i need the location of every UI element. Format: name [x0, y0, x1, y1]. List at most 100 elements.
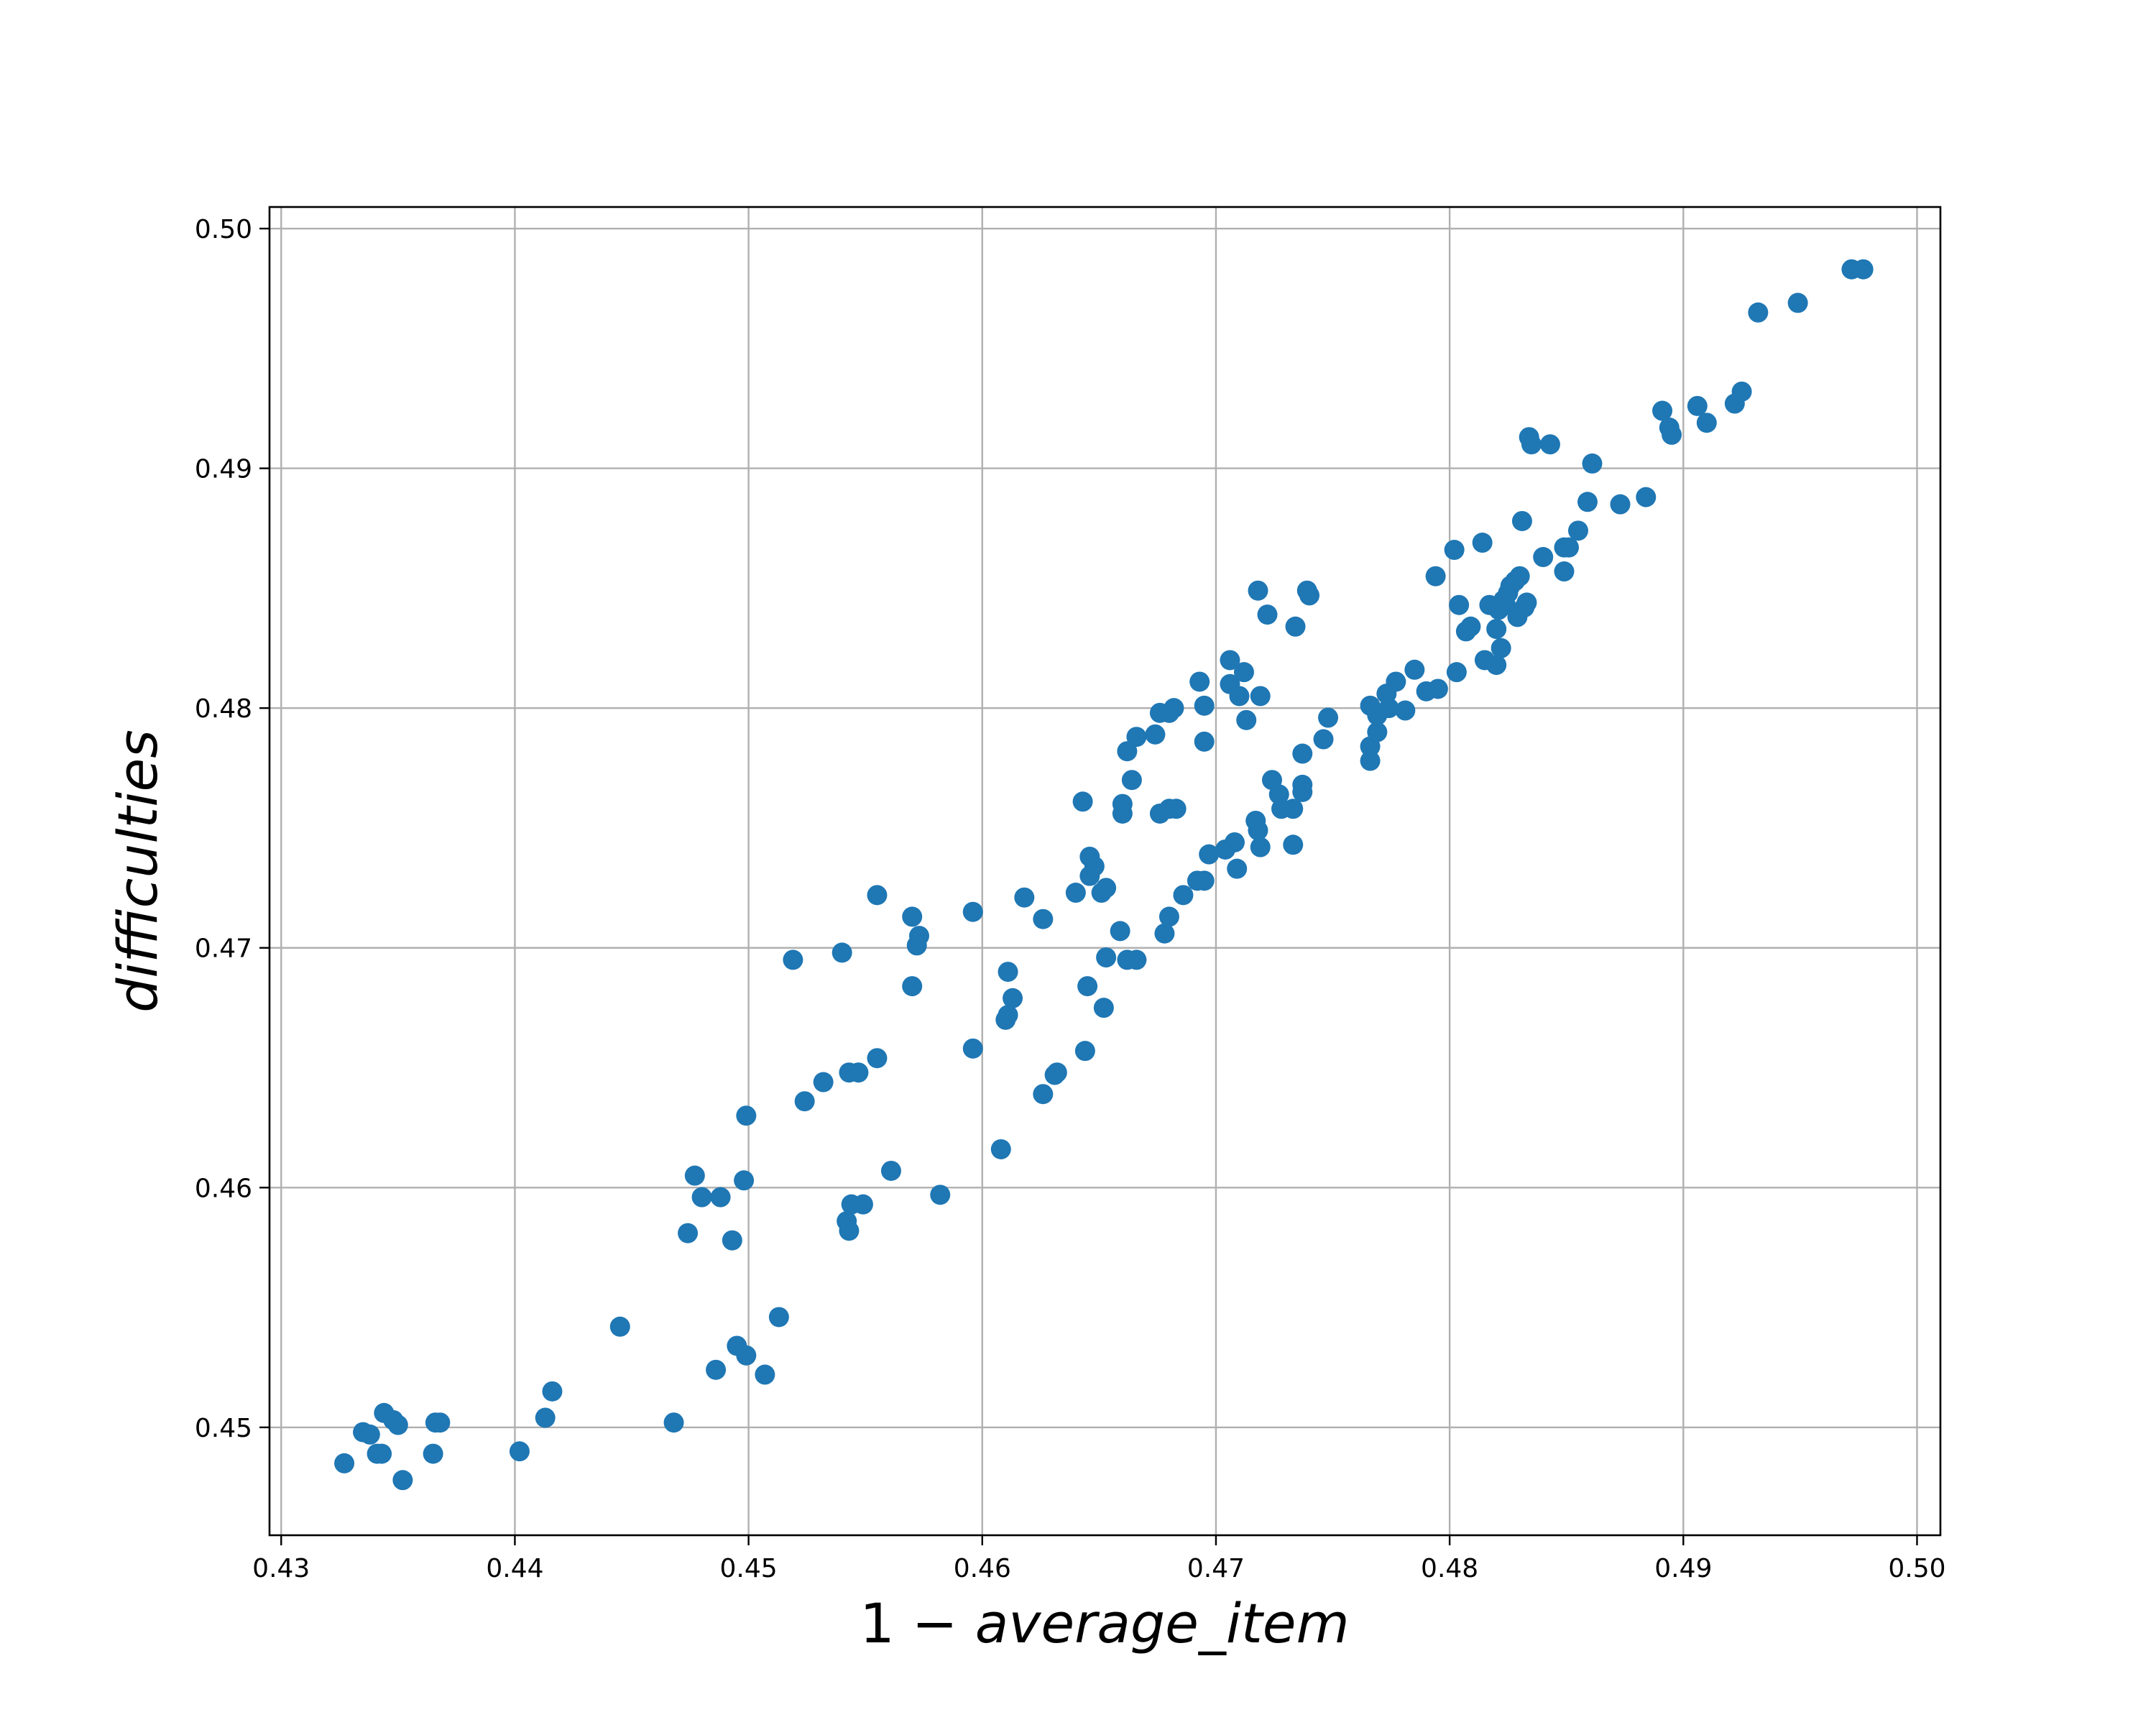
data-point [1636, 487, 1657, 507]
data-point [1509, 566, 1530, 586]
data-point [880, 1160, 901, 1181]
x-tick-label: 0.49 [1654, 1554, 1712, 1583]
data-point [1292, 743, 1313, 764]
data-point [1199, 844, 1220, 865]
data-point [1145, 724, 1166, 745]
data-point [783, 949, 803, 970]
data-point [1224, 832, 1245, 852]
data-point [663, 1412, 684, 1433]
data-point [1126, 727, 1147, 748]
data-point [930, 1184, 951, 1205]
data-point [962, 901, 983, 922]
data-point [1220, 650, 1240, 671]
data-point [423, 1443, 443, 1464]
data-point [813, 1072, 834, 1092]
data-point [1299, 585, 1320, 606]
data-point [334, 1453, 355, 1473]
data-point [839, 1220, 860, 1241]
data-point [1077, 976, 1098, 997]
data-point [1367, 722, 1388, 742]
x-tick-label: 0.45 [720, 1554, 778, 1583]
data-point [1521, 434, 1542, 455]
data-point [387, 1414, 408, 1435]
data-point [1472, 533, 1493, 553]
data-point [1404, 659, 1425, 680]
x-axis-label-prefix: 1 [860, 1591, 894, 1655]
grid-lines [270, 207, 1940, 1535]
data-point [1084, 856, 1105, 877]
data-point [1539, 434, 1560, 455]
data-point [1283, 799, 1304, 819]
data-point [1003, 988, 1023, 1008]
y-axis-label: difficulties [106, 730, 170, 1013]
data-point [867, 885, 888, 906]
data-point [1112, 803, 1133, 824]
data-point [1731, 381, 1752, 402]
x-tick-label: 0.46 [954, 1554, 1011, 1583]
data-point [1511, 510, 1532, 531]
data-point [1227, 858, 1248, 879]
data-point [1014, 887, 1035, 908]
data-point [1233, 662, 1254, 683]
x-tick-label: 0.43 [252, 1554, 310, 1583]
data-point [1554, 561, 1575, 582]
data-point [1096, 878, 1117, 898]
data-point [430, 1412, 451, 1433]
data-point [1292, 781, 1313, 802]
data-point [1687, 395, 1708, 416]
data-point [1533, 547, 1554, 568]
data-point [736, 1105, 757, 1126]
data-point [1065, 883, 1086, 903]
data-point [678, 1223, 699, 1243]
data-point [1283, 834, 1304, 855]
data-point [1446, 662, 1467, 683]
x-tick-label: 0.50 [1888, 1554, 1945, 1583]
data-point [998, 1005, 1018, 1026]
y-tick-label: 0.47 [195, 934, 252, 964]
data-point [609, 1316, 630, 1337]
data-point [1250, 686, 1271, 707]
data-point [848, 1062, 869, 1083]
data-point [1582, 453, 1603, 474]
data-point [755, 1364, 775, 1385]
data-point [1248, 820, 1268, 841]
data-point [1558, 537, 1579, 558]
data-point [867, 1048, 888, 1069]
data-point [1610, 494, 1631, 515]
data-point [1072, 791, 1093, 812]
data-point [1189, 671, 1210, 692]
data-point [1395, 700, 1416, 721]
data-point [1516, 592, 1537, 613]
data-point [1117, 741, 1138, 762]
data-point [794, 1091, 815, 1112]
y-tick-label: 0.48 [195, 694, 252, 724]
y-tick-label: 0.46 [195, 1174, 252, 1203]
data-point [1248, 580, 1268, 601]
x-axis-label: 1 − average_item [860, 1591, 1349, 1655]
data-point [962, 1038, 983, 1059]
data-point [1486, 655, 1507, 676]
data-point [1318, 707, 1339, 728]
data-point [722, 1230, 742, 1251]
data-point [1491, 638, 1511, 658]
data-point [1154, 923, 1175, 944]
data-point [710, 1187, 731, 1208]
data-point [908, 926, 929, 947]
data-point [1096, 947, 1117, 968]
data-point [1386, 671, 1406, 692]
data-points [334, 259, 1874, 1491]
data-point [706, 1359, 727, 1380]
x-tick-label: 0.44 [486, 1554, 543, 1583]
data-point [542, 1381, 563, 1402]
data-point [1110, 921, 1130, 942]
data-point [1425, 566, 1446, 586]
y-tick-label: 0.50 [195, 215, 252, 244]
data-point [691, 1187, 712, 1208]
y-tick-label: 0.45 [195, 1414, 252, 1443]
data-point [1567, 520, 1588, 541]
data-point [1158, 906, 1179, 927]
data-point [1194, 695, 1215, 716]
data-point [392, 1470, 413, 1491]
